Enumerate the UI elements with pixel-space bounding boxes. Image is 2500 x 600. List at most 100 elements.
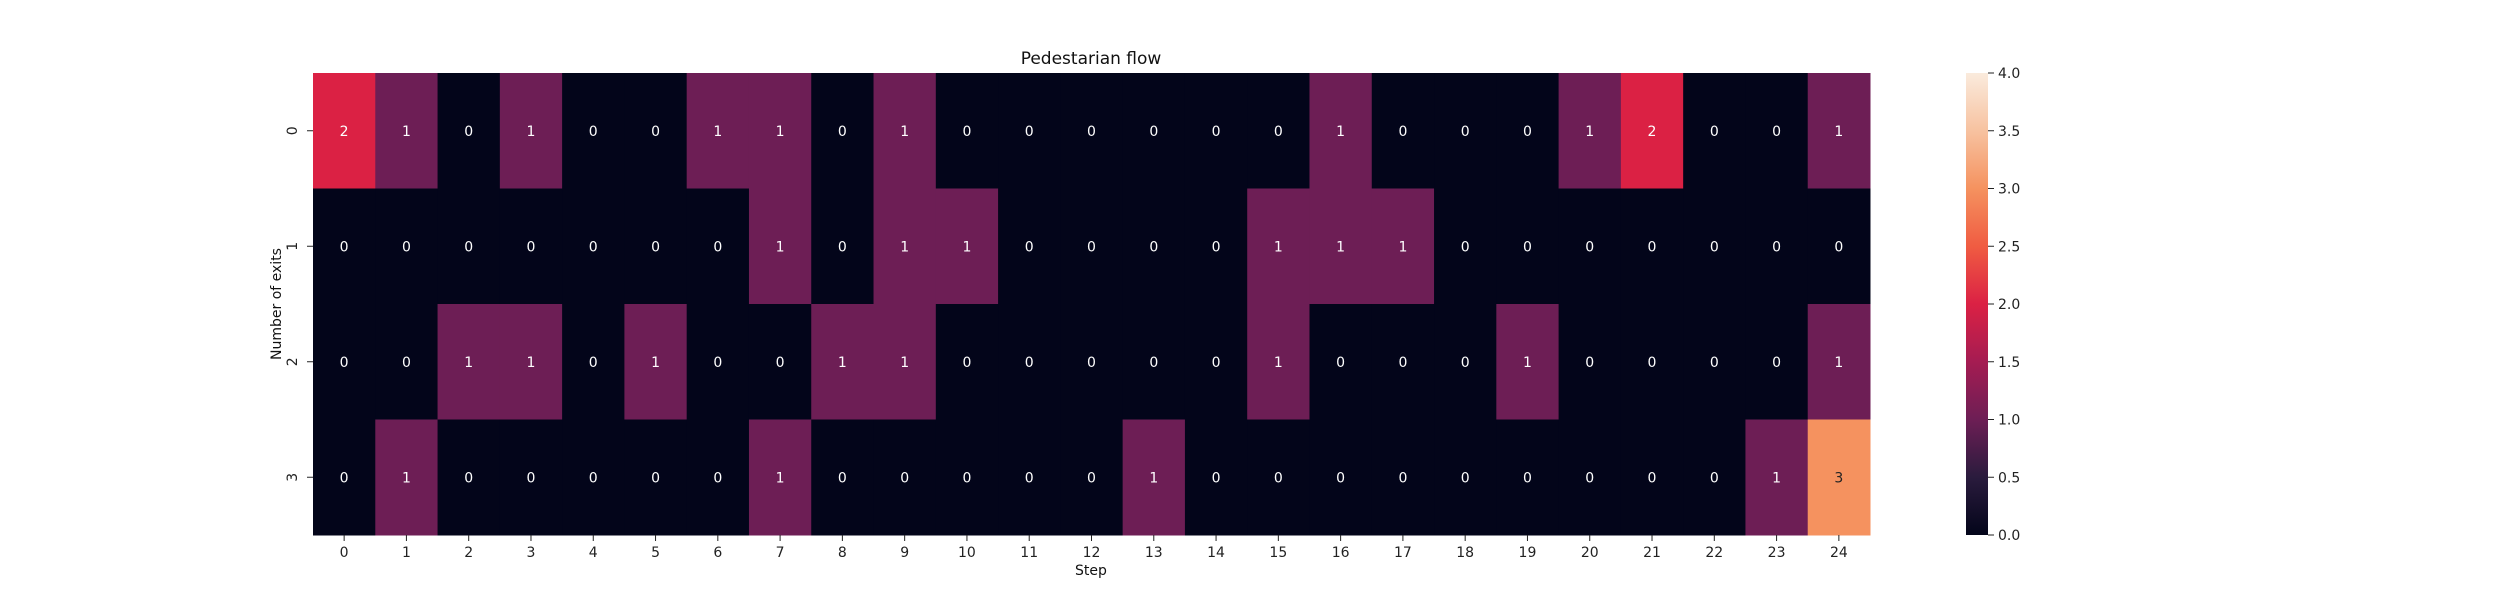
x-tick-label: 22 bbox=[1705, 545, 1723, 561]
cell-value-label: 0 bbox=[838, 124, 847, 140]
cell-value-label: 0 bbox=[1461, 355, 1470, 371]
heatmap-cell bbox=[1434, 419, 1497, 536]
cell-value-label: 1 bbox=[776, 470, 785, 486]
heatmap-cell bbox=[1122, 304, 1186, 420]
colorbar-tick-label: 1.5 bbox=[1998, 355, 2020, 371]
heatmap-cell bbox=[1683, 419, 1746, 536]
heatmap-cell bbox=[1745, 304, 1809, 420]
x-tick-label: 10 bbox=[958, 545, 976, 561]
cell-value-label: 1 bbox=[1274, 239, 1283, 255]
cell-value-label: 0 bbox=[527, 470, 536, 486]
x-tick-label: 13 bbox=[1145, 545, 1163, 561]
cell-value-label: 1 bbox=[776, 239, 785, 255]
cell-value-label: 0 bbox=[713, 470, 722, 486]
cell-value-label: 0 bbox=[1461, 470, 1470, 486]
heatmap-cell bbox=[1496, 419, 1560, 536]
x-tick-label: 18 bbox=[1456, 545, 1474, 561]
heatmap-cell bbox=[686, 419, 750, 536]
colorbar-tick-label: 2.0 bbox=[1998, 297, 2020, 313]
heatmap-cell bbox=[1309, 304, 1373, 420]
heatmap-cell bbox=[562, 188, 625, 305]
heatmap-cell bbox=[748, 73, 812, 189]
cell-value-label: 0 bbox=[713, 239, 722, 255]
heatmap-cell bbox=[998, 73, 1061, 189]
heatmap-cell-labels: 2 1 0 1 0 0 1 1 0 1 0 0 0 0 0 0 1 0 0 0 1 2 0 0 1 0 0 0 0 0 0 0 1 0 1 1 0 0 0 0… bbox=[340, 124, 1844, 487]
heatmap-cell bbox=[1807, 304, 1871, 420]
cell-value-label: 0 bbox=[1149, 355, 1158, 371]
x-tick-label: 1 bbox=[402, 545, 411, 561]
cell-value-label: 0 bbox=[1461, 124, 1470, 140]
heatmap-cell bbox=[935, 73, 999, 189]
cell-value-label: 0 bbox=[962, 470, 971, 486]
heatmap-cell bbox=[1184, 73, 1248, 189]
cell-value-label: 0 bbox=[838, 470, 847, 486]
cell-value-label: 1 bbox=[527, 355, 536, 371]
cell-value-label: 0 bbox=[1710, 355, 1719, 371]
heatmap-cell bbox=[748, 304, 812, 420]
heatmap-cell bbox=[1371, 304, 1435, 420]
heatmap-cell bbox=[811, 304, 875, 420]
cell-value-label: 0 bbox=[589, 470, 598, 486]
heatmap-cell bbox=[624, 419, 688, 536]
heatmap-cell bbox=[748, 419, 812, 536]
heatmap-cell bbox=[1558, 304, 1622, 420]
cell-value-label: 0 bbox=[1212, 470, 1221, 486]
chart-title: Pedestarian flow bbox=[1021, 49, 1162, 69]
heatmap-cell bbox=[1620, 419, 1684, 536]
cell-value-label: 0 bbox=[1772, 355, 1781, 371]
cell-value-label: 0 bbox=[1585, 239, 1594, 255]
cell-value-label: 0 bbox=[1025, 470, 1034, 486]
heatmap-cell bbox=[1434, 73, 1497, 189]
cell-value-label: 0 bbox=[1834, 239, 1843, 255]
cell-value-label: 0 bbox=[1149, 239, 1158, 255]
x-tick-label: 2 bbox=[464, 545, 473, 561]
heatmap-cell bbox=[375, 188, 439, 305]
heatmap-cell bbox=[375, 304, 439, 420]
heatmap-cell bbox=[1371, 419, 1435, 536]
heatmap-cell bbox=[1807, 188, 1871, 305]
heatmap-cell bbox=[1558, 73, 1622, 189]
heatmap-cell bbox=[1496, 304, 1560, 420]
heatmap-cell bbox=[313, 304, 376, 420]
cell-value-label: 1 bbox=[713, 124, 722, 140]
cell-value-label: 0 bbox=[340, 470, 349, 486]
heatmap-cells bbox=[313, 73, 1871, 536]
cell-value-label: 0 bbox=[1212, 355, 1221, 371]
cell-value-label: 0 bbox=[589, 355, 598, 371]
heatmap-cell bbox=[873, 188, 937, 305]
cell-value-label: 0 bbox=[651, 124, 660, 140]
heatmap-cell bbox=[1122, 419, 1186, 536]
cell-value-label: 0 bbox=[1772, 124, 1781, 140]
heatmap-cell bbox=[1184, 304, 1248, 420]
heatmap-cell bbox=[1060, 73, 1124, 189]
cell-value-label: 0 bbox=[838, 239, 847, 255]
cell-value-label: 1 bbox=[1834, 355, 1843, 371]
heatmap-cell bbox=[562, 73, 625, 189]
cell-value-label: 1 bbox=[651, 355, 660, 371]
x-axis-label: Step bbox=[1075, 563, 1107, 579]
heatmap-cell bbox=[1247, 419, 1310, 536]
heatmap-cell bbox=[1745, 419, 1809, 536]
cell-value-label: 1 bbox=[402, 470, 411, 486]
heatmap-cell bbox=[499, 304, 563, 420]
cell-value-label: 0 bbox=[589, 239, 598, 255]
heatmap-cell bbox=[998, 419, 1061, 536]
x-tick-label: 17 bbox=[1394, 545, 1412, 561]
cell-value-label: 1 bbox=[464, 355, 473, 371]
cell-value-label: 1 bbox=[527, 124, 536, 140]
x-tick-label: 0 bbox=[340, 545, 349, 561]
heatmap-cell bbox=[873, 304, 937, 420]
cell-value-label: 2 bbox=[1648, 124, 1657, 140]
cell-value-label: 0 bbox=[1710, 124, 1719, 140]
cell-value-label: 1 bbox=[1274, 355, 1283, 371]
x-tick-label: 11 bbox=[1020, 545, 1038, 561]
heatmap-cell bbox=[437, 419, 501, 536]
cell-value-label: 3 bbox=[1834, 470, 1843, 486]
heatmap-cell bbox=[499, 73, 563, 189]
heatmap-cell bbox=[375, 73, 439, 189]
heatmap-cell bbox=[873, 73, 937, 189]
heatmap-cell bbox=[935, 188, 999, 305]
heatmap-cell bbox=[1496, 188, 1560, 305]
cell-value-label: 1 bbox=[1585, 124, 1594, 140]
